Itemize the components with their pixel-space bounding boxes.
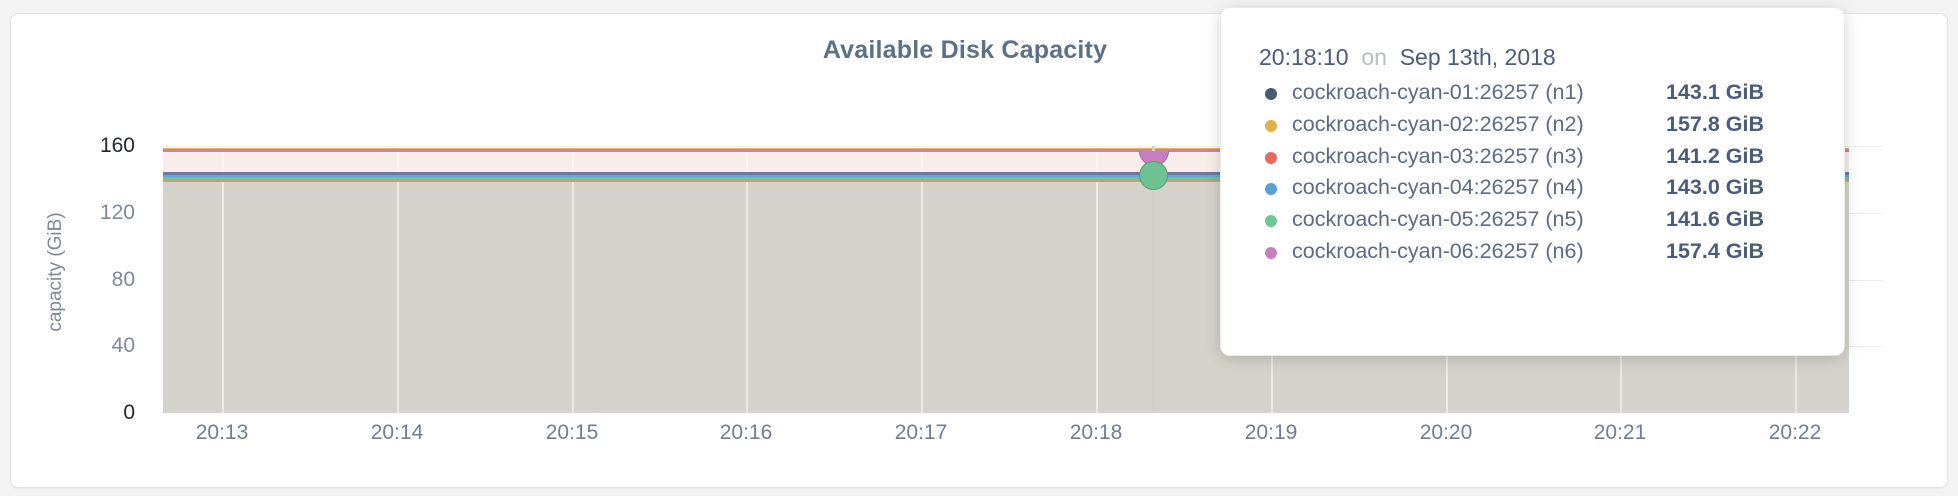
y-tick-label-0: 0 [123, 401, 135, 424]
gridline-x-20:17 [921, 146, 923, 413]
tooltip-conjunction-word: on [1361, 44, 1387, 70]
hover-tooltip: 20:18:10 on Sep 13th, 2018 cockroach-cya… [1220, 7, 1845, 356]
tooltip-series-value: 141.2 GiB [1666, 143, 1764, 168]
tooltip-time: 20:18:10 [1259, 44, 1349, 70]
x-tick-label-20:19: 20:19 [1244, 421, 1298, 444]
series-dot-icon [1265, 88, 1277, 100]
tooltip-series-name: cockroach-cyan-03:26257 (n3) [1292, 143, 1584, 168]
hover-marker-n5 [1139, 161, 1168, 191]
tooltip-spacer [1387, 44, 1393, 70]
tooltip-series-value: 141.6 GiB [1666, 207, 1764, 232]
tooltip-series-name: cockroach-cyan-01:26257 (n1) [1292, 80, 1584, 104]
series-line-n4 [163, 174, 1849, 178]
gridline-x-20:18 [1096, 146, 1098, 413]
series-dot-icon [1265, 151, 1277, 164]
series-dot-icon [1265, 183, 1277, 196]
tooltip-series-name: cockroach-cyan-06:26257 (n6) [1292, 239, 1584, 263]
series-line-n3 [163, 179, 1849, 182]
x-tick-label-20:22: 20:22 [1768, 421, 1822, 444]
series-dot-icon [1265, 119, 1277, 132]
tooltip-series-value: 143.1 GiB [1666, 80, 1764, 104]
tooltip-series-value: 157.4 GiB [1666, 239, 1764, 263]
y-tick-label-160: 160 [99, 134, 135, 157]
series-line-n5 [163, 177, 1849, 180]
y-tick-label-120: 120 [99, 200, 135, 224]
series-dot-icon [1265, 215, 1277, 228]
x-tick-label-20:16: 20:16 [719, 421, 773, 444]
tooltip-row: cockroach-cyan-04:26257 (n4) 143.0 GiB [1221, 173, 1846, 205]
x-tick-label-20:17: 20:17 [894, 421, 948, 444]
gridline-x-20:16 [746, 146, 748, 413]
series-dot-icon [1265, 247, 1277, 259]
gridline-x-20:13 [222, 146, 224, 413]
tooltip-header: 20:18:10 on Sep 13th, 2018 [1259, 44, 1556, 71]
chart-title: Available Disk Capacity [822, 36, 1108, 64]
x-tick-label-20:21: 20:21 [1593, 421, 1647, 444]
y-tick-label-40: 40 [111, 334, 135, 358]
tooltip-series-name: cockroach-cyan-04:26257 (n4) [1292, 175, 1584, 200]
tooltip-row: cockroach-cyan-05:26257 (n5) 141.6 GiB [1221, 205, 1846, 237]
gridline-y-160 [163, 146, 1883, 147]
x-tick-label-20:13: 20:13 [195, 421, 249, 444]
x-tick-label-20:15: 20:15 [545, 421, 599, 444]
tooltip-row: cockroach-cyan-01:26257 (n1) 143.1 GiB [1221, 78, 1846, 110]
x-tick-label-20:20: 20:20 [1419, 421, 1473, 444]
tooltip-series-value: 143.0 GiB [1666, 175, 1764, 200]
series-line-n1 [163, 172, 1849, 175]
tooltip-row: cockroach-cyan-06:26257 (n6) 157.4 GiB [1221, 237, 1846, 269]
tooltip-row: cockroach-cyan-03:26257 (n3) 141.2 GiB [1221, 142, 1846, 174]
tooltip-series-name: cockroach-cyan-05:26257 (n5) [1292, 207, 1584, 232]
x-tick-label-20:14: 20:14 [370, 421, 424, 444]
tooltip-date: Sep 13th, 2018 [1399, 44, 1556, 70]
x-tick-label-20:18: 20:18 [1069, 421, 1123, 444]
gridline-x-20:15 [572, 146, 574, 413]
series-line-n6 [163, 149, 1849, 153]
tooltip-series-value: 157.8 GiB [1666, 111, 1764, 136]
tooltip-row: cockroach-cyan-02:26257 (n2) 157.8 GiB [1221, 110, 1846, 142]
hover-guideline [1152, 146, 1155, 413]
tooltip-series-name: cockroach-cyan-02:26257 (n2) [1292, 111, 1584, 136]
y-tick-label-80: 80 [111, 267, 135, 291]
gridline-x-20:14 [397, 146, 399, 413]
